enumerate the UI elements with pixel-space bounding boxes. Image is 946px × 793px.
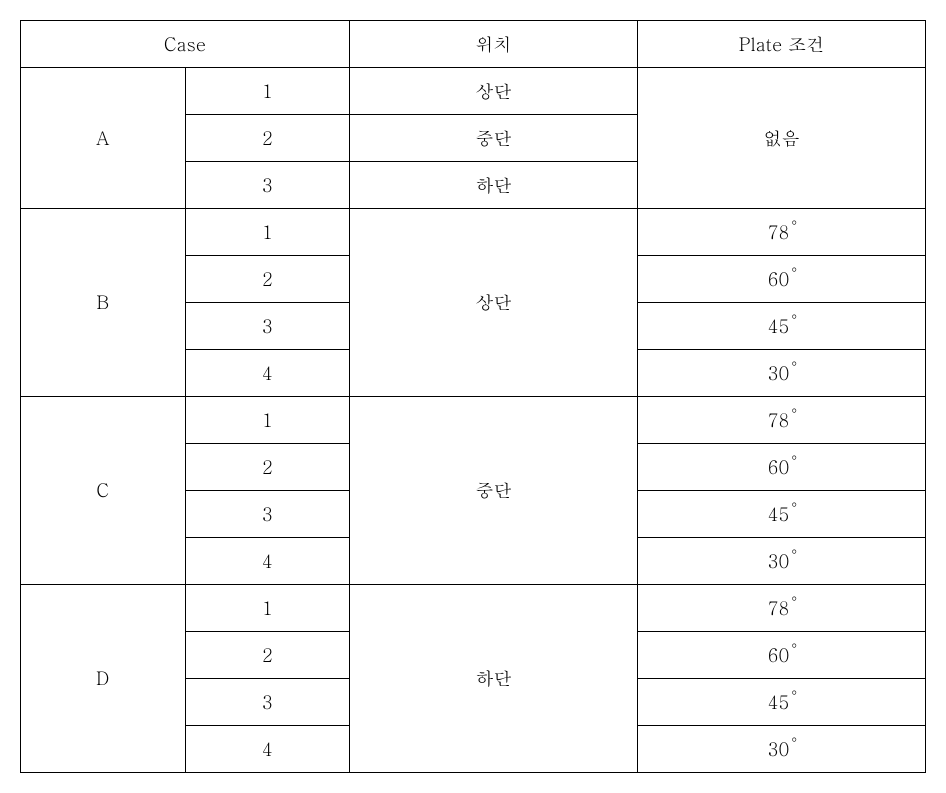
case-number-cell: 4	[185, 726, 350, 773]
table-row: B1상단78°	[21, 209, 926, 256]
table-row: D1하단78°	[21, 585, 926, 632]
plate-condition-cell: 60°	[638, 444, 926, 491]
degree-symbol: °	[791, 638, 797, 658]
plate-angle-value: 78	[768, 408, 789, 433]
case-letter-cell: B	[21, 209, 186, 397]
plate-angle-value: 45	[768, 502, 789, 527]
header-position: 위치	[350, 21, 638, 68]
degree-symbol: °	[791, 591, 797, 611]
plate-condition-cell: 45°	[638, 679, 926, 726]
case-number-cell: 3	[185, 162, 350, 209]
position-cell: 하단	[350, 585, 638, 773]
plate-condition-cell: 45°	[638, 303, 926, 350]
degree-symbol: °	[791, 215, 797, 235]
plate-angle-value: 60	[768, 455, 789, 480]
case-number-cell: 2	[185, 444, 350, 491]
case-number-cell: 3	[185, 491, 350, 538]
case-number-cell: 2	[185, 115, 350, 162]
case-number-cell: 1	[185, 397, 350, 444]
plate-angle-value: 30	[768, 361, 789, 386]
degree-symbol: °	[791, 450, 797, 470]
plate-angle-value: 45	[768, 690, 789, 715]
case-number-cell: 1	[185, 68, 350, 115]
plate-condition-cell: 78°	[638, 585, 926, 632]
case-number-cell: 3	[185, 679, 350, 726]
degree-symbol: °	[791, 497, 797, 517]
case-number-cell: 2	[185, 256, 350, 303]
table-row: C1중단78°	[21, 397, 926, 444]
case-number-cell: 4	[185, 350, 350, 397]
case-number-cell: 3	[185, 303, 350, 350]
plate-angle-value: 60	[768, 643, 789, 668]
table-row: A1상단없음	[21, 68, 926, 115]
position-cell: 중단	[350, 397, 638, 585]
position-cell: 상단	[350, 68, 638, 115]
header-plate-condition: Plate 조건	[638, 21, 926, 68]
case-condition-table: Case 위치 Plate 조건 A1상단없음2중단3하단B1상단78°260°…	[20, 20, 926, 773]
case-number-cell: 2	[185, 632, 350, 679]
plate-condition-cell: 30°	[638, 538, 926, 585]
degree-symbol: °	[791, 309, 797, 329]
plate-condition-cell: 30°	[638, 350, 926, 397]
plate-angle-value: 30	[768, 549, 789, 574]
plate-angle-value: 30	[768, 737, 789, 762]
plate-angle-value: 78	[768, 220, 789, 245]
plate-condition-cell: 45°	[638, 491, 926, 538]
degree-symbol: °	[791, 544, 797, 564]
plate-angle-value: 60	[768, 267, 789, 292]
case-letter-cell: C	[21, 397, 186, 585]
position-cell: 하단	[350, 162, 638, 209]
header-case: Case	[21, 21, 350, 68]
case-number-cell: 1	[185, 585, 350, 632]
degree-symbol: °	[791, 685, 797, 705]
degree-symbol: °	[791, 262, 797, 282]
plate-condition-cell: 30°	[638, 726, 926, 773]
case-number-cell: 1	[185, 209, 350, 256]
case-letter-cell: A	[21, 68, 186, 209]
plate-condition-cell: 78°	[638, 209, 926, 256]
plate-condition-cell: 60°	[638, 632, 926, 679]
degree-symbol: °	[791, 403, 797, 423]
case-number-cell: 4	[185, 538, 350, 585]
degree-symbol: °	[791, 356, 797, 376]
plate-condition-cell: 60°	[638, 256, 926, 303]
plate-angle-value: 45	[768, 314, 789, 339]
position-cell: 상단	[350, 209, 638, 397]
case-letter-cell: D	[21, 585, 186, 773]
plate-angle-value: 78	[768, 596, 789, 621]
plate-condition-cell: 없음	[638, 68, 926, 209]
position-cell: 중단	[350, 115, 638, 162]
degree-symbol: °	[791, 732, 797, 752]
table-header-row: Case 위치 Plate 조건	[21, 21, 926, 68]
plate-condition-cell: 78°	[638, 397, 926, 444]
